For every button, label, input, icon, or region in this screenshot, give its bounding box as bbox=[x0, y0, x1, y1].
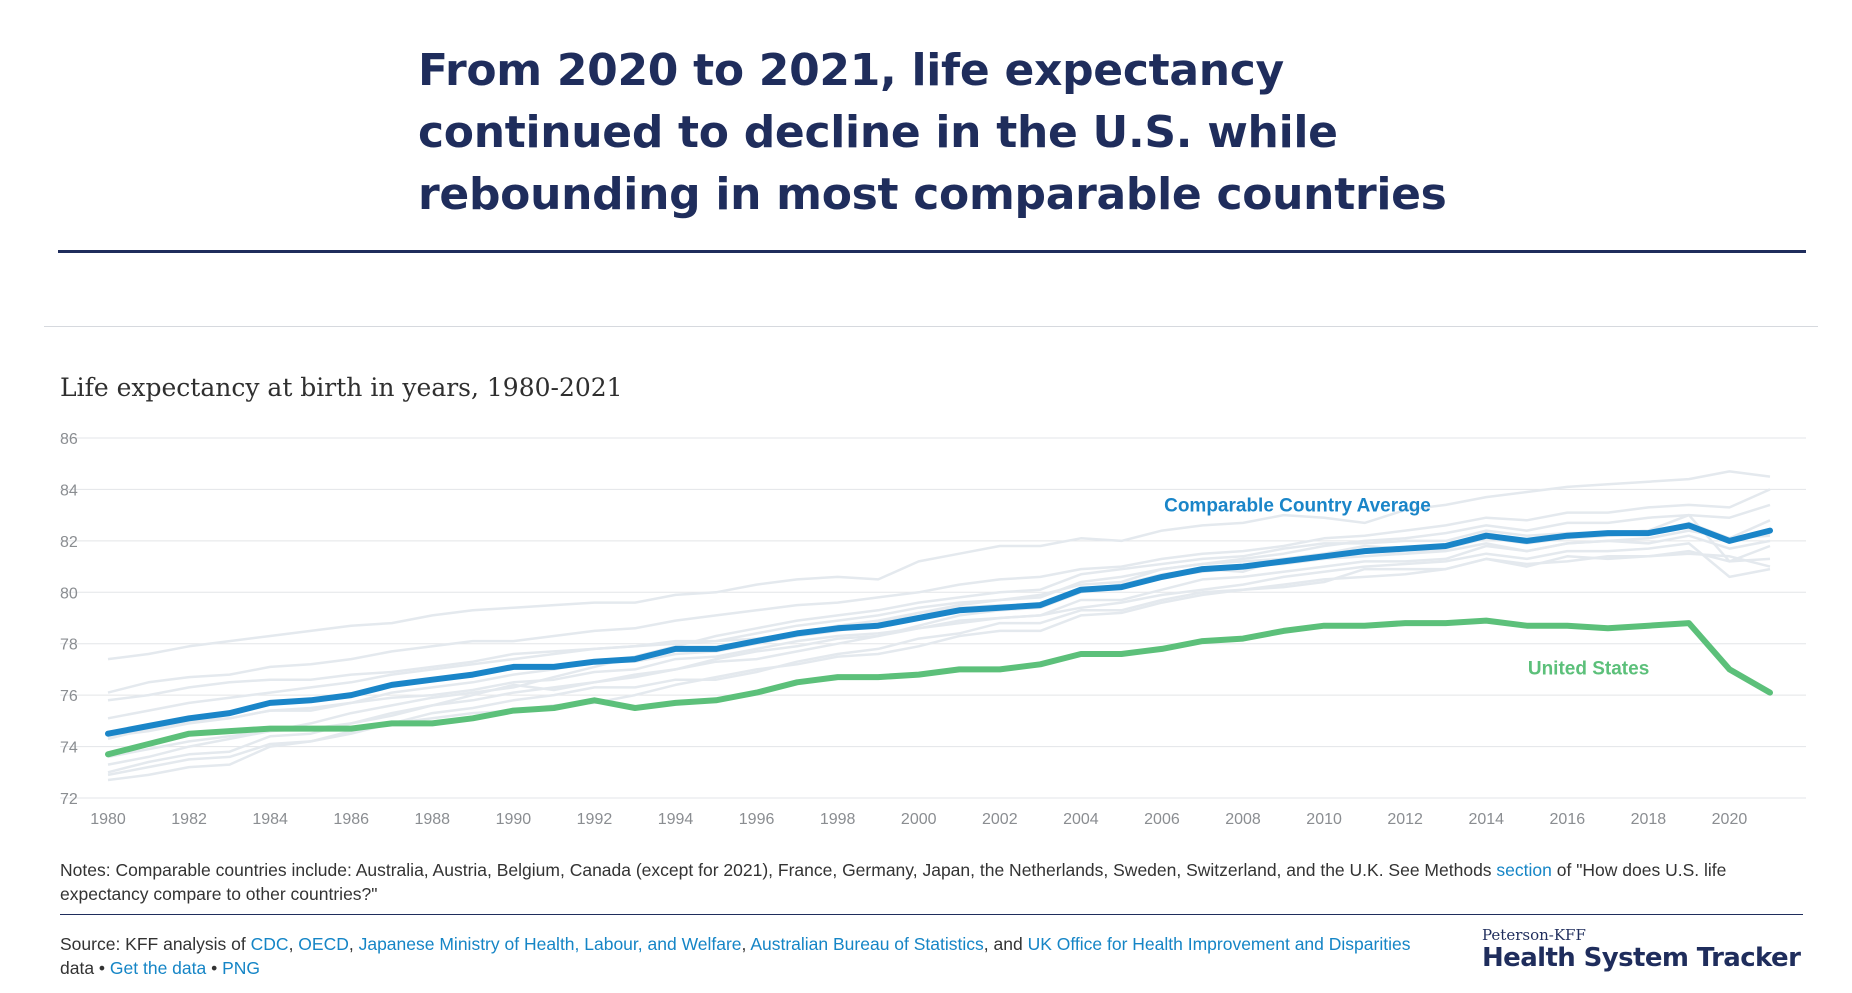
y-tick-label: 82 bbox=[60, 534, 78, 551]
country-line bbox=[107, 488, 1771, 694]
average-series-line bbox=[105, 522, 1773, 737]
country-line bbox=[107, 542, 1771, 759]
country-line bbox=[107, 534, 1771, 774]
get-data-link[interactable]: Get the data bbox=[109, 958, 207, 978]
oecd-link[interactable]: OECD bbox=[298, 934, 349, 954]
methods-section-link[interactable]: section bbox=[1496, 860, 1552, 880]
x-tick-label: 1990 bbox=[496, 811, 532, 828]
source-data-word: data • bbox=[60, 958, 110, 978]
country-line bbox=[107, 552, 1771, 777]
series-labels: Comparable Country Average United States bbox=[1164, 495, 1649, 679]
brand-name: Health System Tracker bbox=[1482, 943, 1801, 973]
y-tick-label: 84 bbox=[60, 482, 78, 499]
section-divider bbox=[44, 326, 1818, 327]
source-sep: , bbox=[288, 934, 299, 954]
average-series-label: Comparable Country Average bbox=[1164, 495, 1431, 516]
x-tick-label: 2000 bbox=[901, 811, 937, 828]
footer-divider bbox=[60, 914, 1803, 915]
x-tick-label: 1982 bbox=[171, 811, 207, 828]
us-series-label: United States bbox=[1528, 658, 1649, 679]
y-axis-labels: 72 74 76 78 80 82 84 86 bbox=[60, 431, 78, 808]
line-chart: 72 74 76 78 80 82 84 86 1980 1982 1984 1986 1988 199… bbox=[60, 431, 1806, 828]
country-line bbox=[107, 519, 1771, 741]
x-tick-label: 1992 bbox=[577, 811, 613, 828]
source-line: Source: KFF analysis of CDC, OECD, Japan… bbox=[60, 932, 1440, 980]
country-line bbox=[107, 549, 1771, 782]
title-divider bbox=[58, 250, 1806, 253]
x-tick-label: 2004 bbox=[1063, 811, 1099, 828]
x-tick-label: 2002 bbox=[982, 811, 1018, 828]
brand-logo: Peterson-KFF Health System Tracker bbox=[1482, 926, 1812, 973]
notes-text-end: of "How does U.S. life expectancy compar… bbox=[60, 860, 1727, 904]
x-tick-label: 1986 bbox=[333, 811, 369, 828]
country-line bbox=[107, 526, 1771, 766]
y-tick-label: 80 bbox=[60, 585, 78, 602]
x-tick-label: 2016 bbox=[1550, 811, 1586, 828]
source-sep: , bbox=[348, 934, 359, 954]
x-tick-label: 1980 bbox=[90, 811, 126, 828]
y-tick-label: 72 bbox=[60, 791, 78, 808]
main-series-lines bbox=[105, 522, 1773, 758]
chart-subtitle: Life expectancy at birth in years, 1980-… bbox=[60, 373, 623, 402]
japan-ministry-link[interactable]: Japanese Ministry of Health, Labour, and… bbox=[358, 934, 742, 954]
source-and: , and bbox=[983, 934, 1028, 954]
x-tick-label: 1988 bbox=[414, 811, 450, 828]
country-line bbox=[107, 529, 1771, 738]
x-tick-label: 2014 bbox=[1468, 811, 1504, 828]
png-link[interactable]: PNG bbox=[222, 958, 261, 978]
x-tick-label: 1984 bbox=[252, 811, 288, 828]
cdc-link[interactable]: CDC bbox=[250, 934, 289, 954]
x-tick-label: 2012 bbox=[1387, 811, 1423, 828]
brand-small-text: Peterson-KFF bbox=[1482, 926, 1586, 944]
chart-notes: Notes: Comparable countries include: Aus… bbox=[60, 858, 1800, 906]
x-tick-label: 2018 bbox=[1631, 811, 1667, 828]
source-sep: , bbox=[741, 934, 751, 954]
y-tick-label: 78 bbox=[60, 637, 78, 654]
uk-office-link[interactable]: UK Office for Health Improvement and Dis… bbox=[1027, 934, 1411, 954]
y-tick-label: 74 bbox=[60, 740, 78, 757]
x-tick-label: 1996 bbox=[739, 811, 775, 828]
source-bullet: • bbox=[206, 958, 223, 978]
x-tick-label: 1994 bbox=[658, 811, 694, 828]
y-tick-label: 76 bbox=[60, 688, 78, 705]
notes-text: Notes: Comparable countries include: Aus… bbox=[60, 860, 1497, 880]
x-tick-label: 2020 bbox=[1712, 811, 1748, 828]
australian-bureau-link[interactable]: Australian Bureau of Statistics bbox=[750, 934, 984, 954]
x-tick-label: 2008 bbox=[1225, 811, 1261, 828]
us-series-line bbox=[105, 617, 1773, 758]
y-tick-label: 86 bbox=[60, 431, 78, 448]
x-tick-label: 2006 bbox=[1144, 811, 1180, 828]
country-line bbox=[107, 470, 1771, 661]
chart-title: From 2020 to 2021, life expectancy conti… bbox=[418, 45, 1447, 220]
x-axis-labels: 1980 1982 1984 1986 1988 1990 1992 1994 1996 1998… bbox=[90, 811, 1747, 828]
source-prefix: Source: KFF analysis of bbox=[60, 934, 251, 954]
x-tick-label: 1998 bbox=[820, 811, 856, 828]
country-line bbox=[107, 503, 1771, 720]
x-tick-label: 2010 bbox=[1306, 811, 1342, 828]
